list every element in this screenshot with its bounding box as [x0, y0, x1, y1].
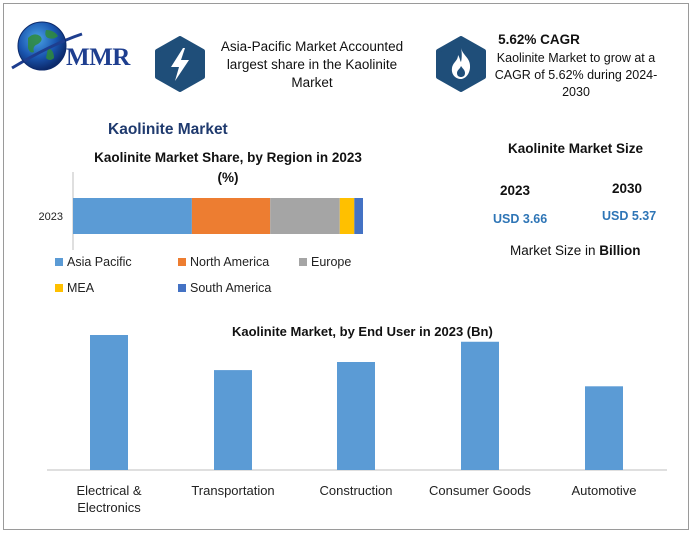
market-size-title: Kaolinite Market Size [508, 141, 644, 156]
end-user-tick-label-line: Consumer Goods [429, 483, 531, 498]
end-user-bar-2 [337, 362, 375, 470]
end-user-tick-label-1: Transportation [191, 483, 274, 498]
share-bar-segment-0 [73, 198, 192, 234]
end-user-tick-label-line: Electronics [77, 500, 141, 515]
infographic-frame [3, 3, 689, 530]
legend-swatch-1 [178, 258, 186, 266]
share-chart-category-label: 2023 [39, 211, 63, 223]
legend-label-4: South America [190, 281, 271, 295]
end-user-bar-0 [90, 335, 128, 470]
globe-logo-icon [11, 21, 83, 71]
end-user-tick-label-line: Electrical & [76, 483, 141, 498]
share-bar-segment-2 [270, 198, 340, 234]
end-user-tick-label-4: Automotive [571, 483, 636, 498]
logo-text: MMR [66, 44, 130, 71]
legend-swatch-4 [178, 284, 186, 292]
legend-label-3: MEA [67, 281, 95, 295]
asia-pacific-callout: Asia-Pacific Market Accounted largest sh… [220, 39, 404, 90]
market-size-note-prefix: Market Size in [510, 243, 596, 258]
market-size-year-2023: 2023 [500, 183, 531, 198]
share-bar-segment-1 [191, 198, 271, 234]
share-chart-title-line-1: Kaolinite Market Share, by Region in 202… [94, 150, 362, 165]
share-chart-title: Kaolinite Market Share, by Region in 202… [80, 148, 376, 188]
cagr-description: Kaolinite Market to grow at a CAGR of 5.… [494, 51, 658, 99]
share-bar-segment-3 [339, 198, 355, 234]
legend-swatch-0 [55, 258, 63, 266]
legend-swatch-3 [55, 284, 63, 292]
legend-label-0: Asia Pacific [67, 255, 132, 269]
end-user-bar-1 [214, 370, 252, 470]
market-size-year-2030: 2030 [612, 181, 643, 196]
end-user-tick-label-3: Consumer Goods [429, 483, 531, 498]
legend-swatch-2 [299, 258, 307, 266]
end-user-tick-label-2: Construction [320, 483, 393, 498]
lightning-bolt-icon [155, 36, 205, 92]
flame-icon [436, 36, 486, 92]
end-user-bar-4 [585, 386, 623, 470]
market-size-value-2023: USD 3.66 [493, 212, 548, 226]
region-share-chart: 2023 Asia Pacific North America Europe MEA So… [39, 172, 363, 295]
legend-label-1: North America [190, 255, 269, 269]
end-user-tick-label-line: Transportation [191, 483, 274, 498]
share-bar-segment-4 [354, 198, 363, 234]
main-title: Kaolinite Market [108, 121, 228, 138]
end-user-chart-title: Kaolinite Market, by End User in 2023 (B… [232, 324, 493, 339]
end-user-tick-label-line: Construction [320, 483, 393, 498]
market-size-note: Market Size in Billion [510, 243, 641, 258]
end-user-chart: Electrical & Electronics Transportation Con… [47, 335, 667, 515]
end-user-bar-3 [461, 341, 499, 470]
end-user-tick-label-0: Electrical & Electronics [76, 483, 141, 515]
end-user-tick-label-line: Automotive [571, 483, 636, 498]
market-size-note-unit: Billion [599, 243, 641, 258]
share-chart-title-line-2: (%) [217, 170, 239, 185]
market-size-value-2030: USD 5.37 [602, 209, 657, 223]
legend-label-2: Europe [311, 255, 351, 269]
cagr-title: 5.62% CAGR [498, 32, 580, 47]
